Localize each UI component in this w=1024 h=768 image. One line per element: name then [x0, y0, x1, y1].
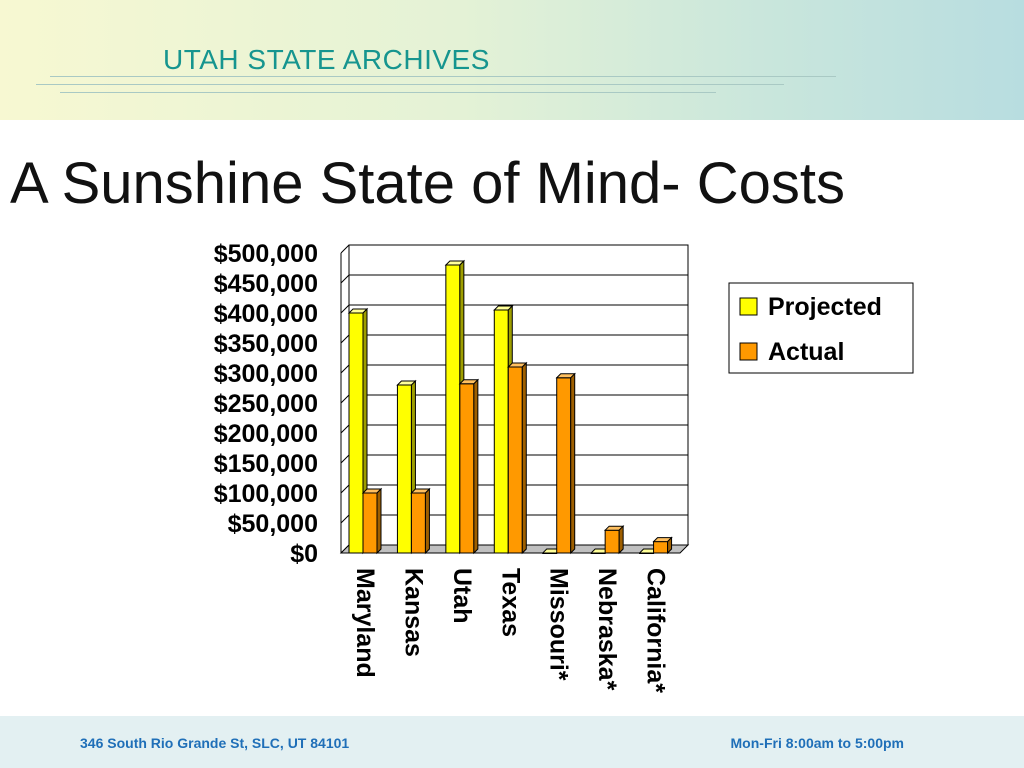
- bar-actual: [555, 372, 576, 555]
- gridline-depth: [340, 364, 350, 374]
- x-category-label: Missouri*: [545, 568, 573, 681]
- header-band: [0, 0, 1024, 120]
- gridline-depth: [340, 334, 350, 344]
- footer-address: 346 South Rio Grande St, SLC, UT 84101: [80, 735, 350, 751]
- y-tick-label: $200,000: [214, 420, 318, 448]
- bar-actual-side: [667, 536, 673, 555]
- bar-projected-front: [445, 264, 461, 554]
- bar-actual-front: [362, 492, 378, 554]
- y-tick-label: $50,000: [228, 510, 318, 538]
- bar-actual: [410, 487, 431, 555]
- y-tick-label: $100,000: [214, 480, 318, 508]
- bar-actual-front: [604, 529, 620, 554]
- bar-actual: [458, 378, 480, 555]
- bar-actual: [603, 524, 625, 555]
- header-rule: [60, 92, 716, 93]
- legend-box: [728, 282, 914, 374]
- bar-projected-front: [396, 384, 412, 554]
- chart-labels: $0$50,000$100,000$150,000$200,000$250,00…: [214, 240, 670, 693]
- x-category-label: Nebraska*: [593, 568, 621, 691]
- legend-swatch: [739, 342, 758, 361]
- bar-actual-side: [570, 372, 576, 555]
- bar-actual-front: [556, 377, 572, 554]
- y-tick-label: $400,000: [214, 300, 318, 328]
- gridline-depth: [340, 514, 350, 524]
- bar-actual-front: [653, 541, 669, 554]
- gridline-depth: [340, 244, 350, 254]
- bar-actual-side: [618, 524, 624, 555]
- gridline-depth: [340, 274, 350, 284]
- header-rule: [50, 76, 836, 77]
- slide-title: A Sunshine State of Mind- Costs: [10, 151, 845, 216]
- y-tick-label: $250,000: [214, 390, 318, 418]
- x-category-label: California*: [642, 568, 670, 693]
- x-category-label: Utah: [448, 568, 476, 624]
- y-tick-label: $300,000: [214, 360, 318, 388]
- legend-swatch: [739, 297, 758, 316]
- x-category-label: Maryland: [351, 568, 379, 678]
- footer-band: [0, 716, 1024, 768]
- bar-projected-front: [493, 309, 509, 554]
- bar-actual-front: [459, 383, 475, 554]
- bar-actual-side: [521, 361, 527, 555]
- chart-legend: Projected Actual: [728, 282, 914, 374]
- bar-actual-front: [410, 492, 426, 554]
- y-tick-label: $500,000: [214, 240, 318, 268]
- bar-actual: [361, 487, 383, 555]
- x-category-label: Texas: [496, 568, 524, 637]
- gridline-depth: [340, 394, 350, 404]
- y-tick-label: $0: [290, 540, 318, 568]
- gridline-depth: [340, 484, 350, 494]
- bar-actual-side: [376, 487, 382, 555]
- y-tick-label: $150,000: [214, 450, 318, 478]
- gridline-depth: [340, 304, 350, 314]
- bar-actual-side: [473, 378, 479, 555]
- x-category-label: Kansas: [399, 568, 427, 657]
- bar-actual-side: [424, 487, 430, 555]
- footer-hours: Mon-Fri 8:00am to 5:00pm: [730, 735, 904, 751]
- y-tick-label: $350,000: [214, 330, 318, 358]
- bar-projected-front: [348, 312, 364, 554]
- header-rule: [36, 84, 784, 85]
- legend-label: Actual: [768, 338, 844, 366]
- legend-label: Projected: [768, 293, 882, 321]
- bar-actual-front: [507, 366, 523, 554]
- gridline-depth: [340, 454, 350, 464]
- gridline-depth: [340, 424, 350, 434]
- y-tick-label: $450,000: [214, 270, 318, 298]
- header-title: UTAH STATE ARCHIVES: [163, 44, 490, 75]
- bar-actual: [507, 361, 528, 555]
- chart-bars: [347, 259, 673, 555]
- bar-actual: [652, 536, 673, 555]
